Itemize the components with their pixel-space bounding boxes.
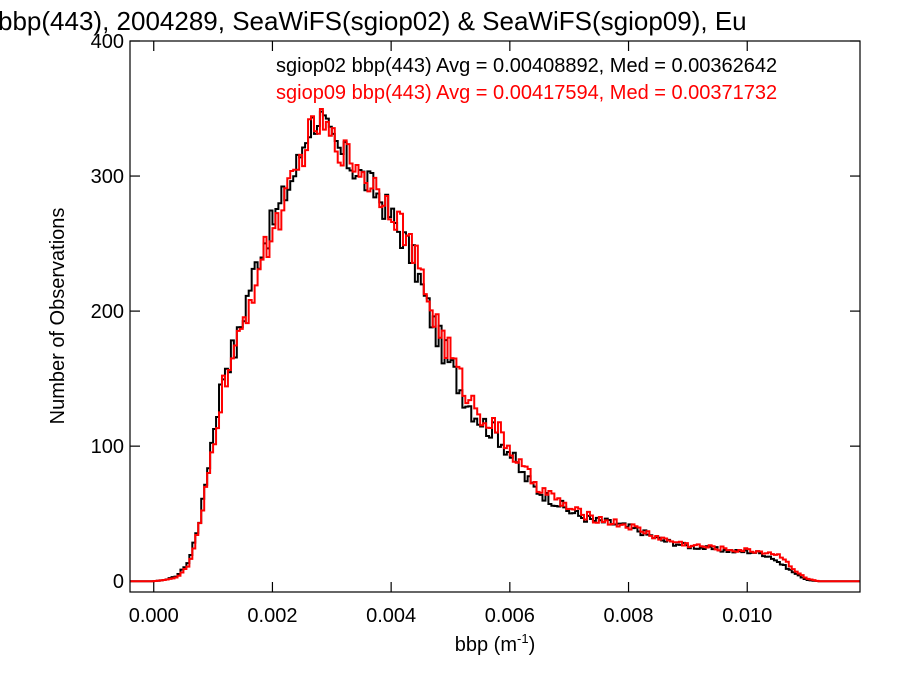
y-tick-label: 100 [91,436,124,458]
x-tick-label: 0.000 [129,605,179,627]
legend-sgiop09-label: sgiop09 bbp(443) Avg = 0.00417594, Med =… [276,82,777,104]
y-tick-label: 400 [91,31,124,53]
y-tick-label: 200 [91,301,124,323]
y-axis-label: Number of Observations [47,208,69,425]
x-tick-label: 0.008 [604,605,654,627]
y-axis-ticks: 0 100 200 300 400 [91,31,860,593]
x-axis-ticks: 0.000 0.002 0.004 0.006 0.008 0.010 [129,41,772,627]
x-axis-label: bbp (m-1) [455,631,535,656]
chart-title: bbp(443), 2004289, SeaWiFS(sgiop02) & Se… [0,6,747,36]
y-tick-label: 300 [91,166,124,188]
x-tick-label: 0.004 [366,605,416,627]
histogram-series [130,107,860,583]
y-tick-label: 0 [113,571,124,593]
plot-frame [129,40,861,593]
series-sgiop09-histogram-line [130,107,860,583]
x-tick-label: 0.002 [247,605,297,627]
x-tick-label: 0.010 [722,605,772,627]
legend-sgiop02-label: sgiop02 bbp(443) Avg = 0.00408892, Med =… [276,55,777,77]
series-sgiop02-histogram-line [130,110,860,583]
x-tick-label: 0.006 [485,605,535,627]
